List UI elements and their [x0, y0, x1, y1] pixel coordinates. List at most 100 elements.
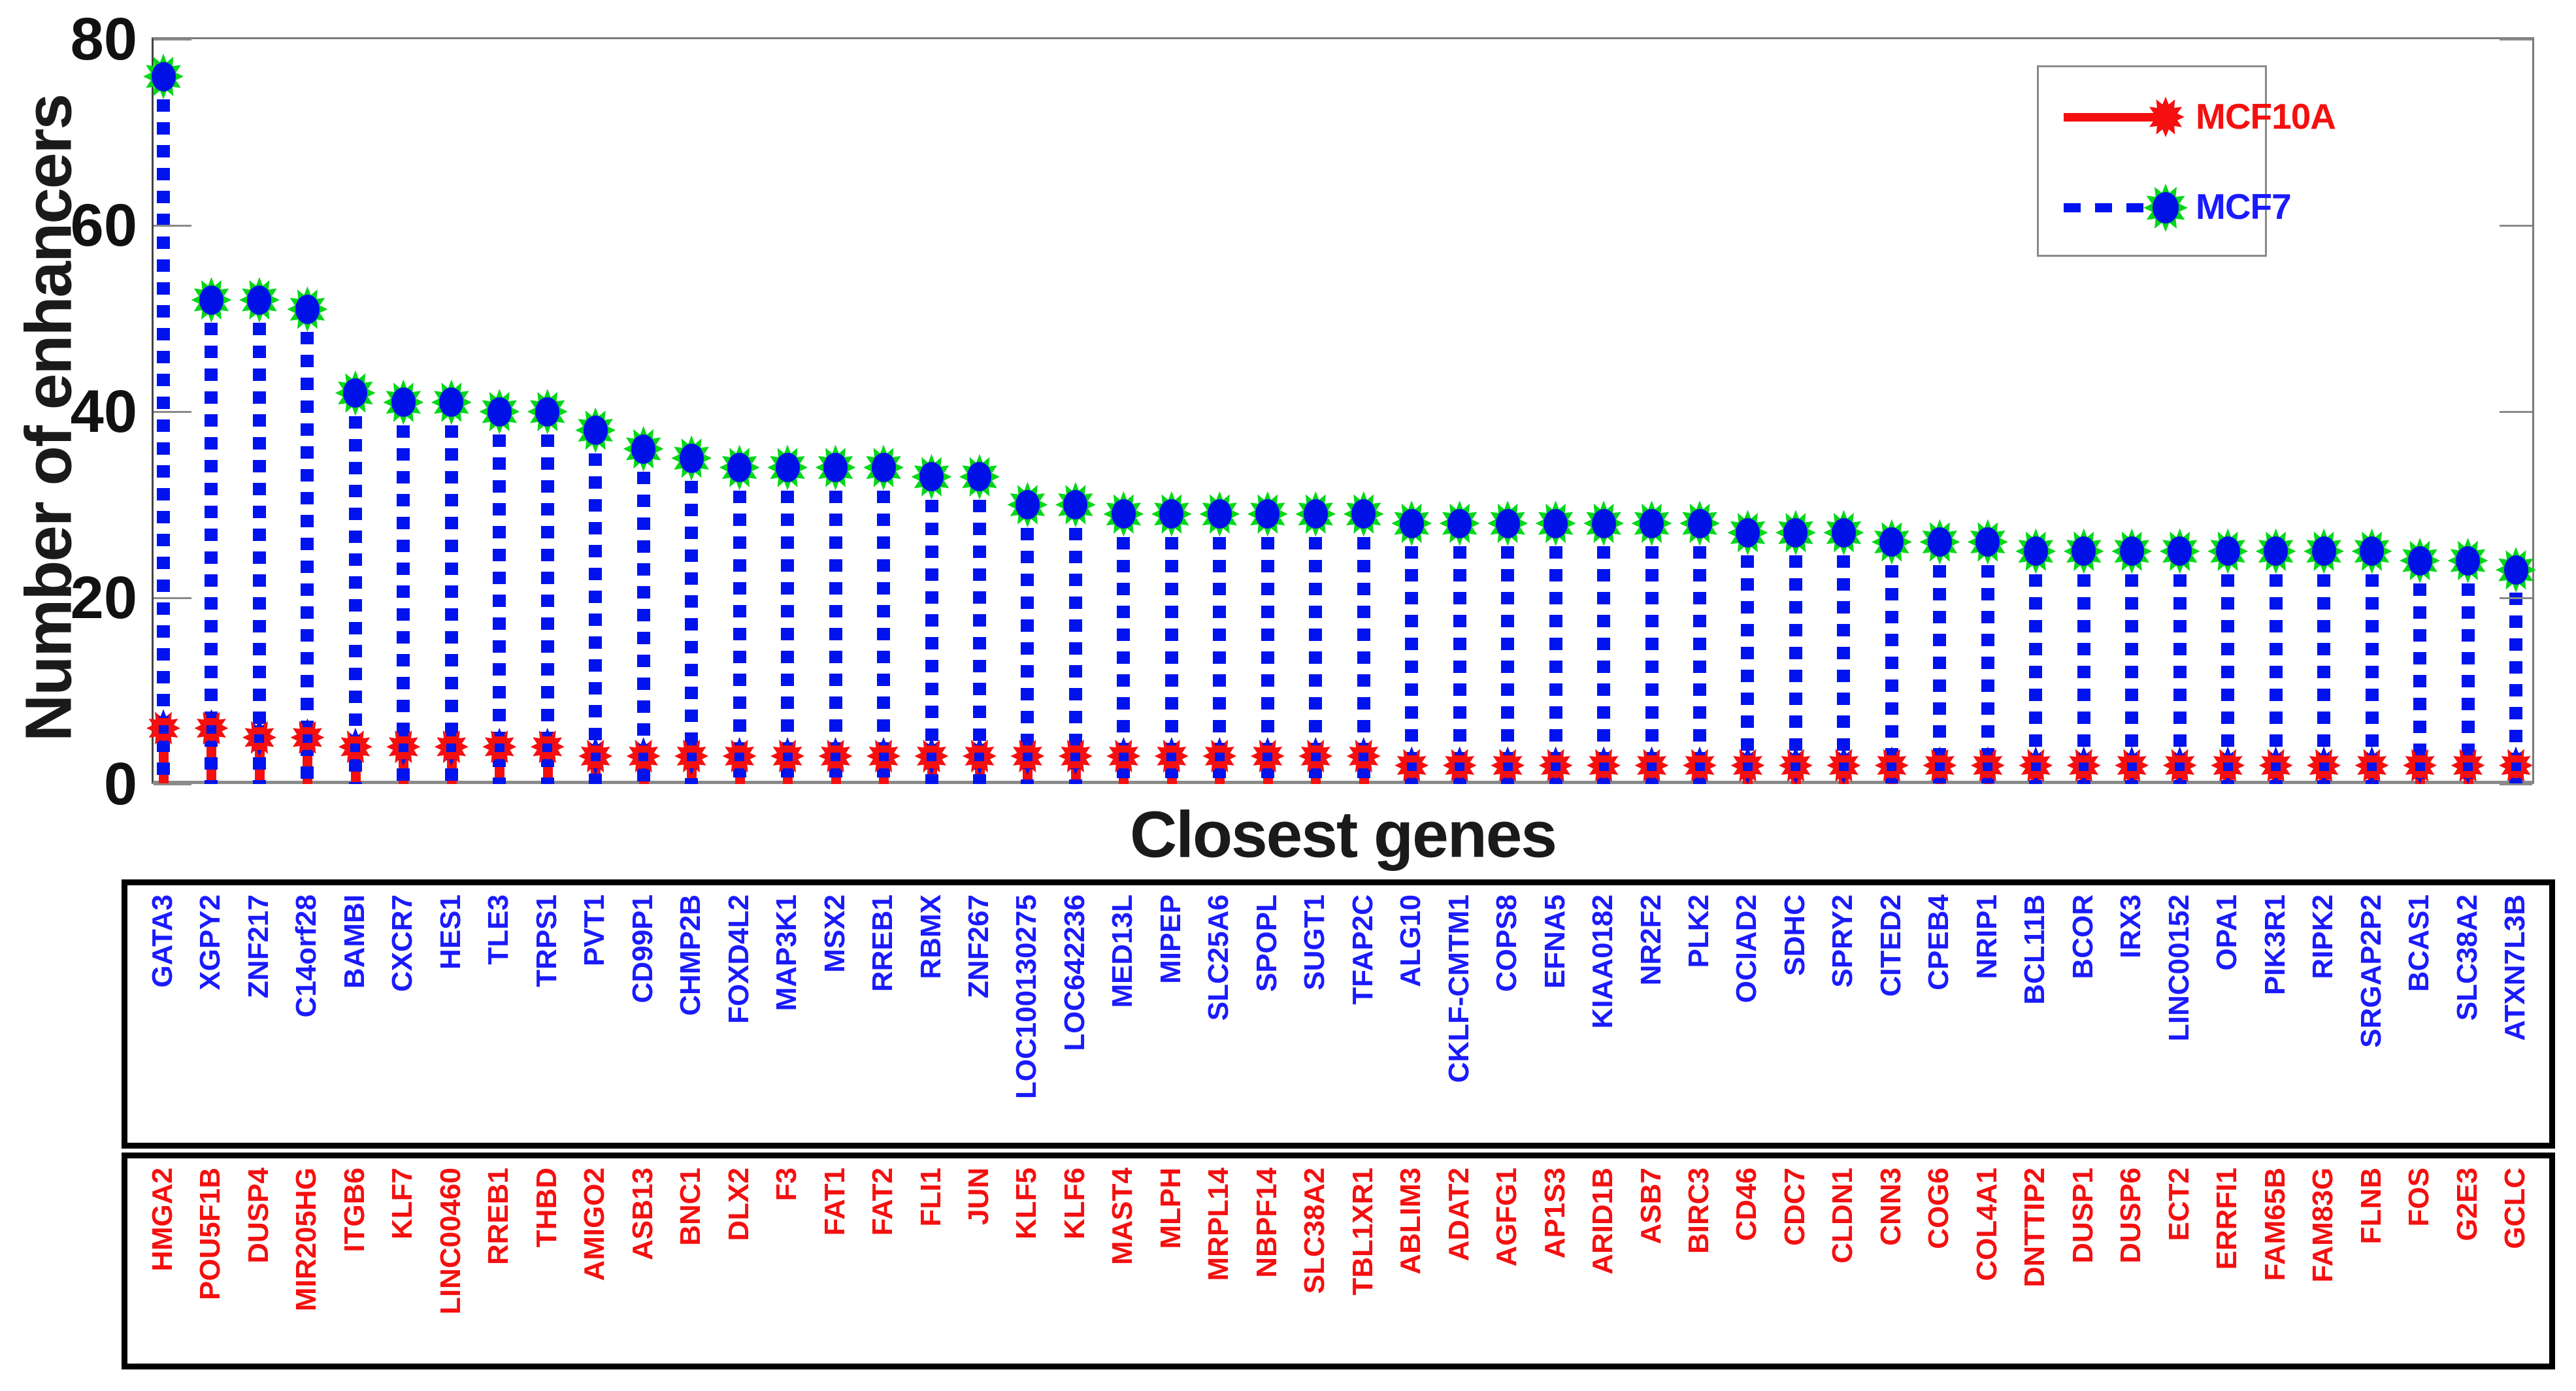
- gene-label-mcf10a: CNN3: [1874, 1168, 1907, 1246]
- gene-label-mcf7: SPOPL: [1250, 894, 1283, 992]
- marker-mcf10a-dash: [206, 709, 216, 747]
- legend-item-mcf7: MCF7: [2039, 184, 2292, 232]
- marker-mcf7-dot: [199, 285, 223, 315]
- y-tick-mark: [2500, 783, 2532, 785]
- legend-line-mcf7: [2064, 203, 2168, 212]
- marker-mcf7-dot: [2072, 536, 2096, 566]
- marker-mcf10a-dash: [2415, 746, 2425, 785]
- gene-label-mcf10a: CDC7: [1778, 1168, 1811, 1246]
- gene-label-mcf7: SPRY2: [1826, 894, 1859, 988]
- gene-label-mcf10a: FLNB: [2354, 1168, 2387, 1245]
- stem-mcf7: [733, 467, 746, 784]
- plot-frame: [152, 37, 2534, 784]
- marker-mcf7-dot: [679, 443, 704, 473]
- gene-label-mcf10a: DNTTIP2: [2019, 1168, 2051, 1288]
- stem-mcf7: [1933, 542, 1947, 784]
- gene-label-mcf7: FOXD4L2: [722, 894, 755, 1024]
- gene-label-mcf7: GATA3: [146, 894, 178, 988]
- gene-label-mcf10a: KLF6: [1058, 1168, 1091, 1239]
- gene-label-mcf10a: CLDN1: [1826, 1168, 1859, 1264]
- stem-mcf7: [1309, 514, 1323, 784]
- marker-mcf7-dot: [2311, 536, 2336, 566]
- stem-mcf7: [589, 430, 603, 784]
- gene-label-mcf10a: BIRC3: [1683, 1168, 1715, 1254]
- stem-mcf7: [1597, 523, 1611, 784]
- marker-mcf10a-dash: [2271, 746, 2281, 785]
- gene-label-mcf7: HES1: [434, 894, 467, 970]
- legend-item-mcf10a: MCF10A: [2039, 93, 2336, 139]
- marker-mcf7-dot: [1640, 508, 1664, 538]
- stem-mcf7: [1837, 532, 1851, 784]
- gene-label-mcf10a: G2E3: [2451, 1168, 2483, 1241]
- gene-label-mcf10a: ASB7: [1634, 1168, 1667, 1245]
- marker-mcf10a-dash: [831, 737, 841, 776]
- marker-mcf10a-dash: [1310, 737, 1321, 776]
- gene-label-mcf7: BCL11B: [2019, 894, 2051, 1005]
- marker-mcf10a-dash: [1983, 746, 1993, 785]
- marker-mcf7-dot: [2503, 555, 2528, 585]
- marker-mcf7-dot: [727, 453, 752, 482]
- stem-mcf7: [1693, 523, 1707, 784]
- gene-label-mcf10a: TBL1XR1: [1346, 1168, 1379, 1296]
- marker-mcf10a-dash: [2511, 746, 2521, 785]
- stem-mcf7: [781, 467, 795, 784]
- marker-mcf7-dot: [1831, 517, 1856, 548]
- stem-mcf7: [2173, 551, 2187, 784]
- marker-mcf7-dot: [775, 453, 800, 482]
- marker-mcf10a-dash: [254, 718, 265, 757]
- marker-mcf7-dot: [1111, 499, 1136, 529]
- gene-label-mcf7: SUGT1: [1298, 894, 1331, 990]
- marker-mcf10a-dash: [1791, 746, 1801, 785]
- marker-mcf7-dot: [1783, 517, 1808, 548]
- marker-mcf10a-dash: [927, 737, 936, 776]
- gene-label-mcf7: LOC642236: [1058, 894, 1091, 1051]
- marker-mcf10a-dash: [686, 737, 697, 776]
- stem-mcf7: [1741, 532, 1755, 784]
- stem-mcf7: [925, 476, 938, 784]
- gene-label-mcf10a: MRPL14: [1202, 1168, 1235, 1281]
- stem-mcf7: [2077, 551, 2090, 784]
- gene-label-mcf7: BCAS1: [2403, 894, 2436, 992]
- gene-label-mcf10a: AP1S3: [1538, 1168, 1571, 1259]
- y-tick-mark: [2500, 597, 2532, 599]
- marker-mcf10a-dash: [1838, 746, 1849, 785]
- marker-mcf7-dot: [823, 453, 848, 482]
- gene-label-mcf7: RIPK2: [2307, 894, 2339, 979]
- stem-mcf7: [972, 476, 986, 784]
- stem-mcf7: [2269, 551, 2283, 784]
- y-tick-label: 20: [70, 565, 137, 631]
- gene-label-mcf10a: SLC38A2: [1298, 1168, 1331, 1294]
- marker-mcf7-dot: [1495, 508, 1520, 538]
- gene-label-mcf10a: FLI1: [914, 1168, 947, 1227]
- gene-label-mcf10a: GCLC: [2499, 1168, 2531, 1249]
- stem-mcf7: [636, 449, 650, 784]
- gene-label-mcf10a: DUSP4: [242, 1168, 274, 1264]
- y-tick-mark: [154, 783, 191, 785]
- marker-mcf10a-dash: [1214, 737, 1225, 776]
- stem-mcf7: [301, 309, 314, 784]
- gene-label-mcf7: PLK2: [1683, 894, 1715, 968]
- legend-label-mcf10a: MCF10A: [2196, 96, 2336, 137]
- marker-mcf10a-dash: [638, 737, 649, 776]
- marker-mcf7-dot: [151, 61, 176, 91]
- marker-mcf10a-dash: [1934, 746, 1945, 785]
- y-tick-mark: [2500, 411, 2532, 413]
- gene-label-mcf7: C14orf28: [290, 894, 323, 1018]
- marker-mcf10a-dash: [2222, 746, 2233, 785]
- gene-label-mcf7: CD99P1: [626, 894, 659, 1004]
- marker-mcf10a-dash: [1166, 737, 1177, 776]
- gene-label-mcf10a: KLF5: [1010, 1168, 1043, 1239]
- marker-mcf10a-dash: [2367, 746, 2377, 785]
- marker-mcf7-dot: [343, 378, 368, 408]
- gene-label-mcf7: MIPEP: [1154, 894, 1187, 984]
- marker-mcf7-dot: [871, 453, 896, 482]
- marker-mcf7-dot: [1303, 499, 1328, 529]
- legend: MCF10A MCF7: [2037, 65, 2336, 257]
- marker-mcf7-dot: [919, 462, 944, 492]
- stem-mcf7: [397, 402, 410, 784]
- legend-marker-mcf7-circle-icon: [2143, 184, 2188, 232]
- stem-mcf7: [2413, 561, 2427, 784]
- marker-mcf10a-dash: [542, 728, 553, 766]
- stem-mcf7: [1405, 523, 1419, 784]
